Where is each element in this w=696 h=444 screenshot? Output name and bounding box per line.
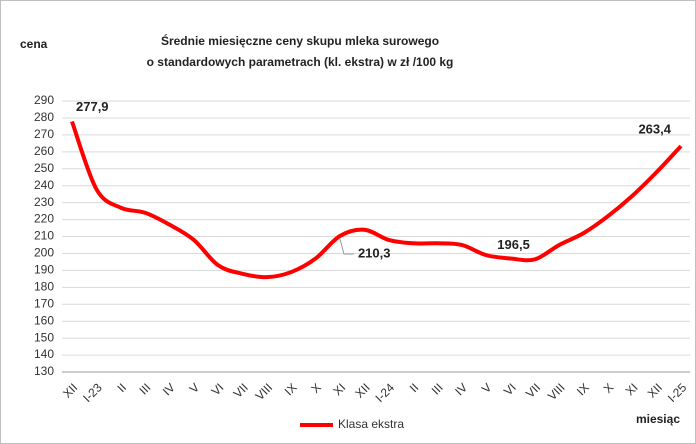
y-tick-label: 150 xyxy=(34,330,54,344)
data-label: 210,3 xyxy=(358,245,391,260)
data-label: 263,4 xyxy=(638,121,671,136)
y-tick-label: 170 xyxy=(34,296,54,310)
x-axis-label: miesiąc xyxy=(636,412,680,426)
y-tick-label: 220 xyxy=(34,212,54,226)
y-tick-label: 160 xyxy=(34,313,54,327)
y-tick-label: 140 xyxy=(34,347,54,361)
y-tick-label: 190 xyxy=(34,263,54,277)
data-label: 277,9 xyxy=(76,99,109,114)
chart-title: o standardowych parametrach (kl. ekstra)… xyxy=(147,55,454,69)
y-tick-label: 260 xyxy=(34,144,54,158)
chart-title: Średnie miesięczne ceny skupu mleka suro… xyxy=(161,33,439,48)
y-tick-label: 280 xyxy=(34,110,54,124)
y-tick-label: 230 xyxy=(34,195,54,209)
y-tick-label: 250 xyxy=(34,161,54,175)
y-tick-label: 130 xyxy=(34,364,54,378)
data-line xyxy=(70,120,683,280)
data-label: 196,5 xyxy=(497,237,530,252)
y-tick-label: 200 xyxy=(34,246,54,260)
callout-line xyxy=(339,238,354,255)
y-tick-label: 180 xyxy=(34,279,54,293)
y-tick-label: 290 xyxy=(34,93,54,107)
y-axis-label: cena xyxy=(20,37,48,51)
y-tick-label: 210 xyxy=(34,229,54,243)
y-tick-label: 240 xyxy=(34,178,54,192)
legend-label: Klasa ekstra xyxy=(338,417,404,431)
y-tick-label: 270 xyxy=(34,127,54,141)
